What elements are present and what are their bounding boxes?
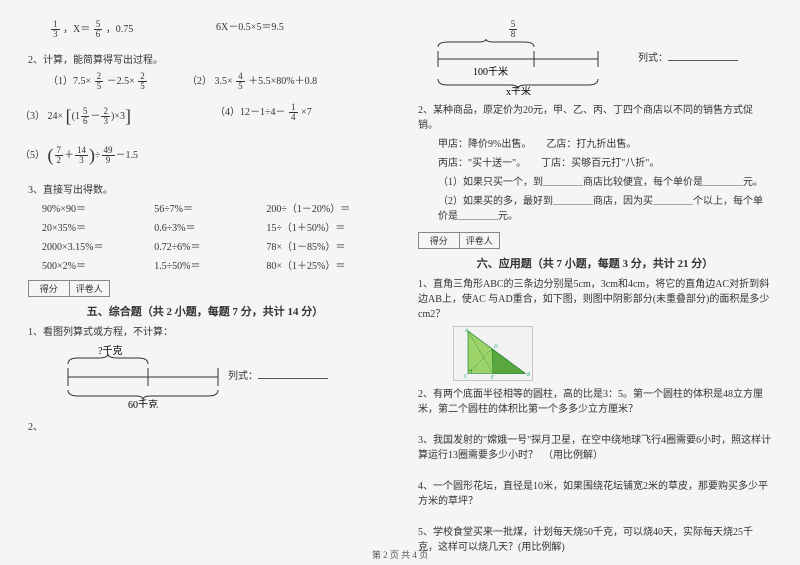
rq2-1: （1）如果只买一个，到＿＿＿＿商店比较便宜，每个单价是＿＿＿＿元。	[418, 175, 772, 190]
rq4txt: 4、一个圆形花坛，直径是10米，如果围绕花坛铺宽2米的草皮，那要购买多少平方米的…	[418, 479, 772, 509]
left-column: 13 ，X＝ 56 ，0.75 6X－0.5×5＝9.5 2、计算，能简算得写出…	[28, 18, 400, 557]
q2-title: 2、计算，能简算得写出过程。	[28, 53, 382, 68]
blank-line	[668, 50, 738, 61]
rq2: 2、某种商品，原定价为20元，甲、乙、丙、丁四个商店以不同的销售方式促销。	[418, 103, 772, 133]
text: （2）	[187, 76, 212, 87]
text: －1.5	[116, 148, 139, 163]
rq2a: 甲店：降价9%出售。 乙店：打九折出售。	[418, 137, 772, 152]
score-label: 得分	[29, 281, 70, 296]
text: 3.5×	[215, 76, 233, 87]
text: ，X＝	[63, 24, 90, 35]
text: （5）	[20, 150, 45, 161]
text: －2.5×	[107, 76, 135, 87]
text: （4）12－1÷4－	[215, 107, 286, 118]
blank-line	[258, 368, 328, 379]
q3-title: 3、直接写出得数。	[28, 183, 382, 198]
top-expressions: 13 ，X＝ 56 ，0.75 6X－0.5×5＝9.5	[28, 20, 382, 39]
text: ＋5.5×80%＋0.8	[248, 76, 317, 87]
frac-d: 6	[81, 117, 90, 126]
text: ＋	[64, 148, 74, 163]
q2-row3: （5） ( 72 ＋ 143 )÷ 499 －1.5	[28, 142, 382, 169]
equation: 6X－0.5×5＝9.5	[216, 20, 382, 39]
frac-d: 5	[95, 82, 104, 91]
frac-d: 5	[138, 82, 147, 91]
section-5-title: 五、综合题（共 2 小题，每题 7 分，共计 14 分）	[28, 303, 382, 319]
frac-d: 8	[509, 30, 518, 39]
brace-diagram-2: 100千米 x千米	[418, 39, 608, 95]
text: （1）7.5×	[48, 76, 91, 87]
score-box: 得分 评卷人	[28, 280, 110, 297]
q3-r1: 90%×90＝56÷7%＝200÷（1－20%）＝	[28, 202, 382, 217]
svg-text:?千克: ?千克	[98, 345, 122, 357]
text: ，0.75	[106, 24, 134, 35]
svg-text:100千米: 100千米	[473, 65, 508, 78]
right-column: 58 100千米 x千米 列式： 2、某种商品，原定价为20元，甲、乙、丙、丁四…	[400, 18, 772, 557]
frac-d: 3	[51, 30, 60, 39]
frac-d: 5	[236, 82, 245, 91]
text: （3）	[20, 111, 45, 122]
score-box-r: 得分 评卷人	[418, 232, 500, 249]
svg-text:60千克: 60千克	[128, 399, 158, 408]
section-6-title: 六、应用题（共 7 小题，每题 3 分，共计 21 分）	[418, 255, 772, 271]
svg-text:D: D	[493, 345, 498, 350]
grader-label: 评卷人	[460, 233, 500, 248]
text: 24×	[48, 111, 64, 122]
rq2txt: 2、有两个底面半径相等的圆柱，高的比是3：5。第一个圆柱的体积是48立方厘米，第…	[418, 387, 772, 417]
frac-d: 6	[94, 30, 103, 39]
q3-r3: 2000×3.15%＝0.72÷6%＝78×（1－85%）＝	[28, 240, 382, 255]
brace-diagram: ?千克 60千克	[58, 344, 228, 408]
frac-d: 4	[289, 113, 298, 122]
rq2-2: （2）如果买的多，最好到＿＿＿＿商店，因为买＿＿＿＿个以上，每个单价是＿＿＿＿元…	[418, 194, 772, 224]
rq2b: 丙店："买十送一"。 丁店：买够百元打"八折"。	[418, 156, 772, 171]
q3-r2: 20×35%＝0.6÷3%＝15÷（1＋50%）＝	[28, 221, 382, 236]
label: 列式：	[638, 53, 668, 64]
score-label: 得分	[419, 233, 460, 248]
rq3txt: 3、我国发射的"嫦娥一号"探月卫星，在空中绕地球飞行4圈需要6小时，照这样计算运…	[418, 433, 772, 463]
triangle-figure: A B C D E	[418, 326, 568, 381]
frac-d: 3	[77, 156, 86, 165]
text: ×7	[301, 107, 312, 118]
label: 列式：	[228, 371, 258, 382]
q2-row1: （1）7.5× 25 －2.5× 25 （2） 3.5× 45 ＋5.5×80%…	[28, 72, 382, 91]
q5-2: 2、	[28, 420, 382, 435]
svg-text:E: E	[490, 376, 494, 381]
rq1: 1、直角三角形ABC的三条边分别是5cm，3cm和4cm，将它的直角边AC对折到…	[418, 277, 772, 322]
frac-d: 3	[101, 117, 110, 126]
text: －	[90, 109, 100, 124]
svg-text:x千米: x千米	[506, 85, 531, 95]
q2-row2: （3） 24× [(1 56 － 23 )×3] （4）12－1÷4－ 14 ×…	[28, 103, 382, 130]
bracket-figure: ?千克 60千克 列式：	[28, 344, 382, 408]
exam-page: 13 ，X＝ 56 ，0.75 6X－0.5×5＝9.5 2、计算，能简算得写出…	[0, 0, 800, 565]
page-footer: 第 2 页 共 4 页	[0, 548, 800, 561]
q3-r4: 500×2%＝1.5÷50%＝80×（1＋25%）＝	[28, 259, 382, 274]
frac-d: 9	[104, 156, 113, 165]
svg-text:B: B	[527, 373, 530, 378]
frac-d: 2	[55, 156, 64, 165]
top-brace-figure: 58 100千米 x千米 列式：	[418, 20, 772, 95]
q5-1: 1、看图列算式或方程，不计算：	[28, 325, 382, 340]
grader-label: 评卷人	[70, 281, 110, 296]
